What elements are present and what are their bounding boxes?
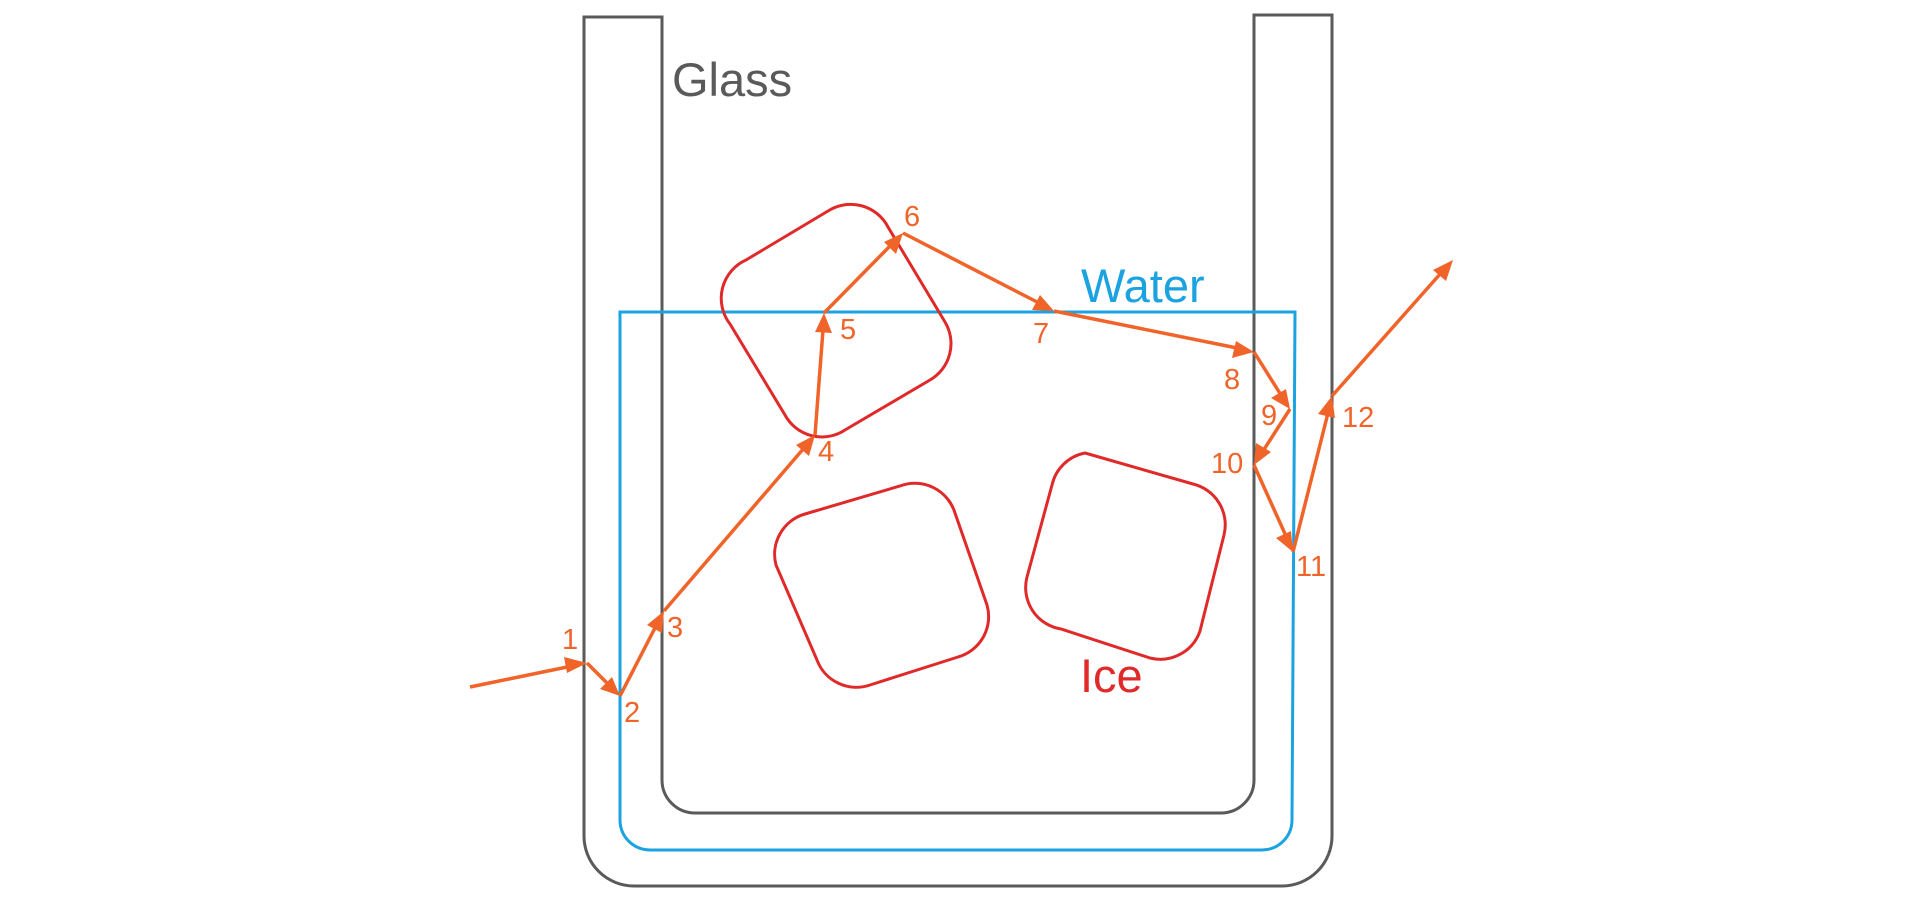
light-ray: [469, 231, 1453, 697]
ray-arrowhead-12: [1318, 396, 1335, 418]
ray-segment-4: [662, 446, 806, 613]
glass-label: Glass: [672, 53, 792, 106]
ray-arrowhead-1: [564, 657, 587, 673]
ray-arrowhead-13: [1433, 260, 1453, 281]
ray-arrowhead-5: [815, 313, 832, 333]
ray-point-label-3: 3: [667, 612, 683, 644]
ray-segment-13: [1330, 271, 1443, 398]
ray-segment-11: [1252, 464, 1288, 537]
ray-arrowhead-10: [1254, 443, 1271, 465]
ray-segment-12: [1291, 412, 1330, 553]
ray-point-label-4: 4: [818, 436, 834, 468]
ray-point-labels: 1 2 3 4 5 6 7 8 9 10 11 12: [562, 201, 1374, 729]
ray-point-label-11: 11: [1296, 551, 1326, 583]
ray-segment-10: [1261, 408, 1292, 452]
water-label: Water: [1081, 259, 1205, 312]
ray-point-label-9: 9: [1261, 400, 1277, 432]
glass-outline: [582, 13, 1334, 888]
ice-cube-2: [773, 481, 991, 689]
ray-segment-7: [902, 231, 1040, 305]
ice-cube-3: [1024, 451, 1227, 661]
ray-segment-5: [813, 329, 825, 436]
ray-point-label-10: 10: [1211, 448, 1243, 480]
ray-arrowhead-6: [884, 233, 903, 254]
ray-arrowhead-4: [796, 435, 815, 456]
ray-point-label-7: 7: [1033, 318, 1049, 350]
ray-segment-6: [822, 243, 893, 315]
ray-segment-8: [1053, 309, 1238, 350]
ray-arrowhead-9: [1271, 389, 1290, 409]
ray-arrowhead-7: [1032, 295, 1054, 311]
ray-segment-2: [585, 661, 609, 685]
ray-point-label-12: 12: [1342, 402, 1374, 434]
ray-segment-1: [469, 664, 573, 689]
ray-arrowhead-2: [600, 677, 620, 696]
ray-point-label-5: 5: [840, 314, 856, 346]
ice-label: Ice: [1080, 649, 1143, 702]
ray-arrowhead-11: [1276, 531, 1293, 552]
ice-cube-1: [719, 202, 953, 439]
ray-segment-3: [618, 625, 658, 697]
ray-point-label-6: 6: [904, 201, 920, 233]
ray-arrowhead-8: [1232, 341, 1254, 358]
water-outline: [618, 310, 1297, 852]
ray-segment-9: [1252, 351, 1283, 396]
ray-point-label-2: 2: [624, 697, 640, 729]
ray-point-label-1: 1: [562, 624, 578, 656]
ray-arrowhead-3: [647, 611, 664, 633]
ray-point-label-8: 8: [1224, 364, 1240, 396]
